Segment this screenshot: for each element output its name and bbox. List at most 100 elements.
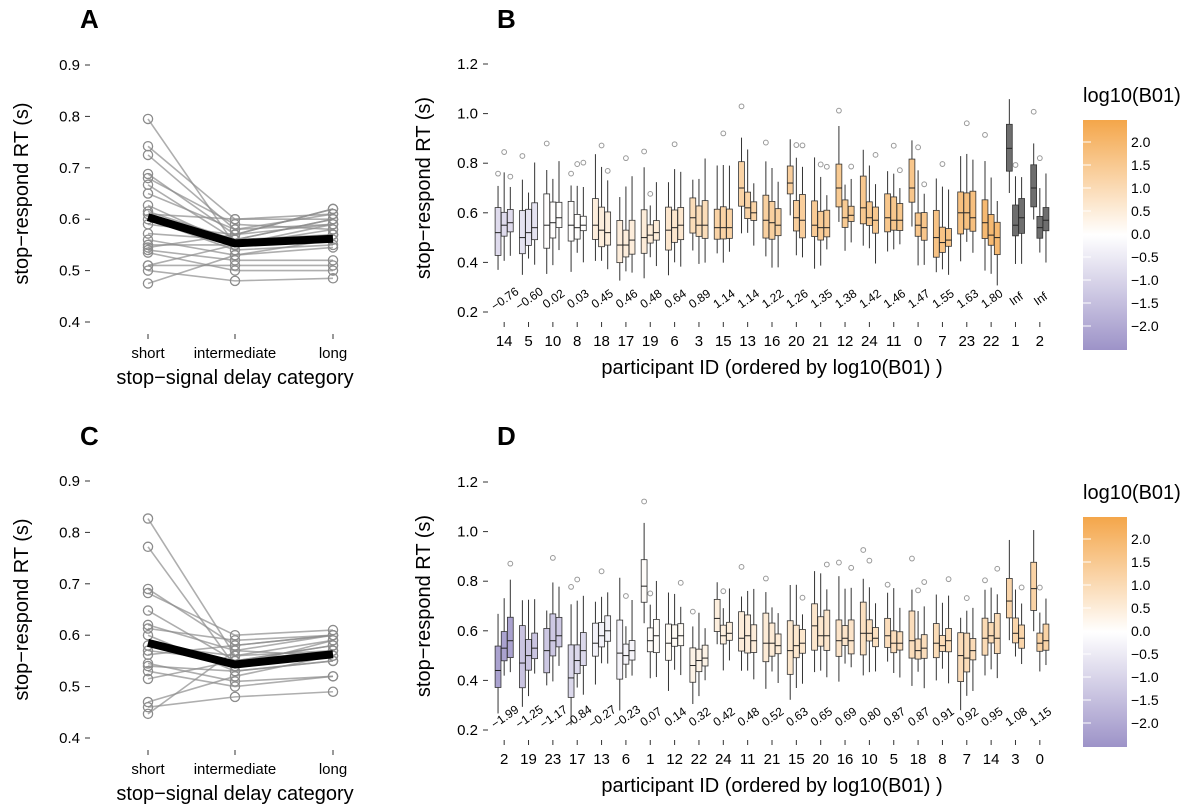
box: [969, 638, 977, 661]
bf-label: 0.32: [686, 704, 713, 729]
outlier: [574, 161, 581, 167]
x-tick-label: 8: [573, 333, 581, 350]
box: [993, 613, 1001, 654]
legend-tick-label: 2.0: [1131, 531, 1151, 547]
y-tick-label: 1.2: [457, 56, 478, 73]
participant-line: [147, 213, 334, 221]
bf-label: 0.89: [686, 286, 713, 311]
outlier: [1036, 584, 1043, 591]
y-tick-label: 0.6: [59, 211, 80, 228]
box: [799, 194, 806, 239]
bf-label: 0.45: [589, 286, 616, 311]
box: [677, 623, 685, 647]
box: [719, 624, 727, 645]
y-tick-label: 1.2: [457, 474, 478, 491]
participant-point: [327, 686, 339, 697]
legend-tick-label: −0.5: [1131, 249, 1159, 265]
outlier: [549, 554, 556, 561]
bf-label: 1.55: [930, 286, 957, 311]
participant-point: [327, 273, 339, 284]
box: [859, 601, 867, 656]
panel-a: A 0.4 0.5 0.6 0.7 0.8 0.9 stop−respond RT (s) sh…: [11, 4, 354, 389]
outlier: [641, 498, 648, 505]
outlier: [574, 576, 581, 583]
participant-line: [147, 145, 333, 220]
x-axis-title: participant ID (ordered by log10(B01) ): [601, 775, 942, 797]
x-tick-label: 22: [983, 333, 1000, 350]
x-tick-label: 24: [715, 751, 732, 768]
y-tick-label: 0.7: [59, 160, 80, 177]
legend-tick-label: 2.0: [1131, 134, 1151, 150]
outlier: [982, 577, 988, 584]
box: [500, 211, 508, 237]
y-tick-label: 0.4: [59, 314, 80, 331]
outlier: [677, 579, 684, 586]
y-tick-label: 1.0: [457, 524, 478, 541]
box: [494, 645, 502, 688]
bf-label: 0.92: [954, 704, 981, 729]
legend-tick-label: −2.0: [1131, 715, 1159, 731]
box: [750, 201, 758, 221]
box: [604, 615, 612, 642]
participant-point: [229, 691, 241, 703]
bf-label: 0.48: [637, 286, 664, 311]
box: [580, 215, 587, 232]
outlier: [1030, 108, 1037, 115]
participant-point: [142, 658, 154, 669]
outlier: [915, 144, 921, 151]
box: [987, 622, 995, 644]
outlier: [872, 151, 879, 158]
box: [646, 224, 654, 244]
participant-point: [142, 701, 154, 713]
bf-label: 0.03: [564, 286, 591, 311]
bf-label: 1.63: [954, 286, 981, 311]
x-tick-label: 15: [715, 333, 732, 350]
x-tick-label: 5: [524, 333, 532, 350]
outlier: [671, 141, 678, 148]
box: [963, 192, 971, 230]
x-tick-label: 21: [764, 751, 781, 768]
box: [640, 559, 648, 603]
box: [774, 208, 782, 237]
outlier: [793, 142, 800, 148]
participant-point: [142, 541, 154, 553]
outlier: [915, 587, 921, 594]
bf-label: 0.07: [637, 704, 664, 729]
outlier: [939, 161, 946, 167]
participant-point: [229, 681, 241, 692]
box: [945, 228, 952, 247]
bf-label: 0.69: [832, 704, 859, 729]
participant-point: [142, 629, 154, 641]
box: [549, 201, 557, 239]
box: [592, 622, 599, 657]
participant-point: [142, 619, 154, 631]
outlier: [963, 120, 970, 127]
y-tick-label: 0.2: [457, 722, 478, 739]
x-tick-label: 13: [739, 333, 756, 350]
box: [653, 220, 660, 241]
participant-point: [142, 587, 154, 599]
outlier: [896, 167, 903, 174]
y-tick-label: 0.6: [457, 205, 478, 222]
box: [628, 219, 636, 255]
outlier: [836, 559, 842, 566]
legend-tick-label: 1.0: [1131, 577, 1151, 593]
x-tick-label: 21: [812, 333, 829, 350]
x-tick-label: 13: [593, 751, 610, 768]
outlier: [982, 131, 988, 138]
outlier: [817, 161, 824, 168]
legend-title: log10(B01): [1083, 85, 1181, 107]
bf-label: 1.42: [857, 286, 884, 311]
outlier: [860, 547, 867, 553]
x-tick-label: 14: [983, 751, 1000, 768]
bf-label: 0.64: [662, 286, 689, 311]
outlier: [689, 608, 696, 615]
box: [494, 207, 502, 256]
participant-point: [142, 113, 154, 125]
legend-tick-label: 0.0: [1131, 623, 1151, 639]
outlier: [921, 579, 928, 585]
box: [616, 619, 624, 680]
bf-label: 1.46: [881, 286, 908, 311]
box: [1012, 617, 1019, 644]
x-tick-label: 1: [1011, 333, 1019, 350]
